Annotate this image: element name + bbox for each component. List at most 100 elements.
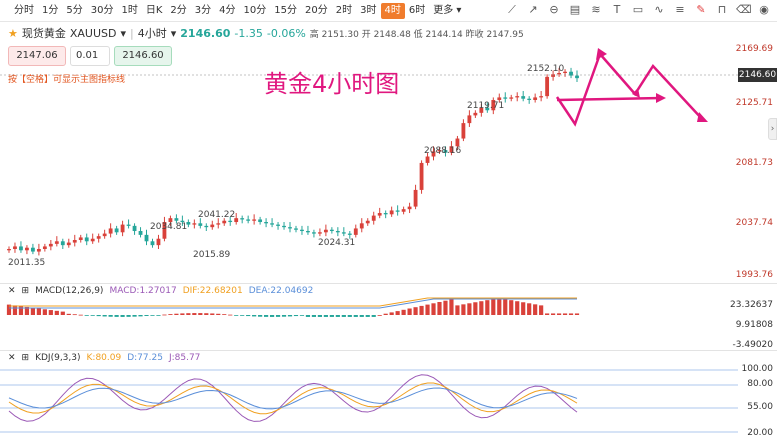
kdj-axis-label: 55.00 — [747, 402, 773, 412]
price-extreme-label: 2152.10 — [527, 64, 565, 74]
macd-bar — [515, 301, 520, 315]
interval-16[interactable]: 更多 ▾ — [433, 5, 462, 16]
clear-icon[interactable]: ⌫ — [736, 3, 752, 16]
interval-3[interactable]: 30分 — [90, 5, 114, 16]
rect-tool-icon[interactable]: ▭ — [632, 3, 644, 16]
interval-10[interactable]: 15分 — [274, 5, 298, 16]
candle-body — [288, 227, 292, 229]
macd-bar — [240, 315, 245, 316]
macd-bar — [275, 315, 281, 317]
hline-tool-icon[interactable]: ⊖ — [549, 3, 559, 16]
favorite-star-icon[interactable]: ★ — [8, 26, 18, 40]
indicator-settings-icon[interactable]: ⊞ — [21, 353, 30, 363]
ray-tool-icon[interactable]: ↗ — [528, 3, 538, 16]
candle-body — [551, 74, 556, 77]
candle-body — [120, 224, 125, 233]
interval-12[interactable]: 2时 — [335, 5, 353, 16]
interval-11[interactable]: 20分 — [305, 5, 328, 16]
eye-icon[interactable]: ◉ — [759, 3, 769, 16]
candle-body — [162, 222, 167, 239]
macd-bar — [234, 315, 239, 316]
macd-bar — [120, 315, 125, 317]
interval-15[interactable]: 6时 — [408, 5, 426, 16]
symbol-dropdown-icon[interactable]: ▾ — [120, 26, 127, 40]
macd-bar — [389, 312, 394, 315]
candle-body — [66, 242, 71, 246]
interval-0[interactable]: 分时 — [14, 5, 34, 16]
interval-14[interactable]: 4时 — [380, 3, 405, 19]
candle-body — [264, 222, 269, 224]
symbol-name[interactable]: 现货黄金 — [21, 27, 66, 40]
period-label[interactable]: 4小时 — [137, 27, 167, 40]
arrowhead — [656, 93, 666, 103]
macd-axis-label: 9.91808 — [735, 320, 773, 330]
macd-bar — [287, 315, 293, 317]
kdj-j-line — [8, 374, 578, 422]
macd-bar — [108, 315, 113, 317]
expand-panel-icon[interactable]: › — [768, 118, 777, 140]
channel-tool-icon[interactable]: ▤ — [569, 3, 581, 16]
price-extreme-label: 2119.71 — [467, 101, 505, 111]
toolbar: 分时 1分 5分 30分 1时 日K 2分 3分 4分 10分 15分 20分 2时 3时 4时 6时 更多 ▾… — [0, 0, 777, 22]
ohlc-summary: 高 2151.30 开 2148.48 低 2144.14 昨收 2147.95 — [309, 29, 524, 40]
fib-tool-icon[interactable]: ≡ — [675, 3, 685, 16]
kdj-d-line — [8, 387, 578, 410]
candle-body — [312, 232, 316, 234]
macd-bar — [269, 315, 275, 317]
macd-bar — [407, 308, 412, 315]
interval-6[interactable]: 2分 — [170, 5, 187, 16]
collapse-icon[interactable]: ✕ — [8, 353, 16, 363]
candle-body — [300, 229, 304, 232]
macd-bar — [383, 313, 388, 315]
magnet-icon[interactable]: ⊓ — [717, 3, 727, 16]
line-tool-icon[interactable]: ⟋ — [508, 3, 516, 16]
interval-4[interactable]: 1时 — [121, 5, 138, 16]
collapse-icon[interactable]: ✕ — [8, 286, 16, 296]
macd-bar — [228, 314, 233, 316]
candle-body — [509, 97, 514, 99]
candle-body — [13, 246, 17, 249]
buy-price-button[interactable]: 2146.60 — [114, 46, 172, 66]
kdj-axis-label: 80.00 — [747, 379, 773, 389]
wave-tool-icon[interactable]: ∿ — [654, 3, 664, 16]
macd-bar — [281, 315, 287, 317]
interval-7[interactable]: 3分 — [194, 5, 212, 16]
macd-bar — [347, 315, 352, 317]
interval-1[interactable]: 1分 — [42, 5, 59, 16]
interval-8[interactable]: 4分 — [219, 5, 236, 16]
interval-2[interactable]: 5分 — [66, 5, 83, 16]
macd-bar — [533, 304, 538, 315]
price-axis-label: 2169.69 — [735, 44, 773, 54]
macd-bar — [264, 315, 269, 317]
kdj-k-line — [8, 382, 578, 415]
price-extreme-label: 2015.89 — [193, 250, 231, 260]
sell-price-button[interactable]: 2147.06 — [8, 46, 66, 66]
macd-bar — [12, 305, 18, 315]
interval-9[interactable]: 10分 — [243, 5, 267, 16]
parallel-tool-icon[interactable]: ≋ — [591, 3, 601, 16]
forecast-arrow-up — [555, 53, 602, 127]
period-dropdown-icon[interactable]: ▾ — [170, 26, 177, 40]
price-extreme-label: 2024.31 — [318, 238, 356, 248]
indicator-settings-icon[interactable]: ⊞ — [21, 286, 30, 296]
arrowhead — [697, 112, 708, 122]
candle-body — [36, 248, 41, 252]
price-change: -1.35 — [234, 26, 263, 40]
macd-bar — [210, 313, 215, 315]
macd-bar — [36, 308, 41, 315]
macd-bar — [114, 315, 119, 317]
quantity-input[interactable]: 0.01 — [70, 46, 110, 66]
chart-canvas[interactable] — [0, 42, 777, 444]
interval-13[interactable]: 3时 — [360, 5, 377, 16]
macd-bar — [461, 304, 466, 315]
macd-bar — [138, 315, 143, 317]
candle-body — [306, 231, 310, 233]
text-tool-icon[interactable]: T — [613, 3, 621, 16]
kdj-axis-label: 20.00 — [747, 428, 773, 438]
macd-bar — [258, 315, 263, 317]
candle-body — [485, 107, 490, 111]
edit-icon[interactable]: ✎ — [696, 3, 706, 16]
candle-body — [294, 228, 298, 230]
interval-5[interactable]: 日K — [145, 5, 163, 16]
macd-bar — [503, 299, 508, 315]
